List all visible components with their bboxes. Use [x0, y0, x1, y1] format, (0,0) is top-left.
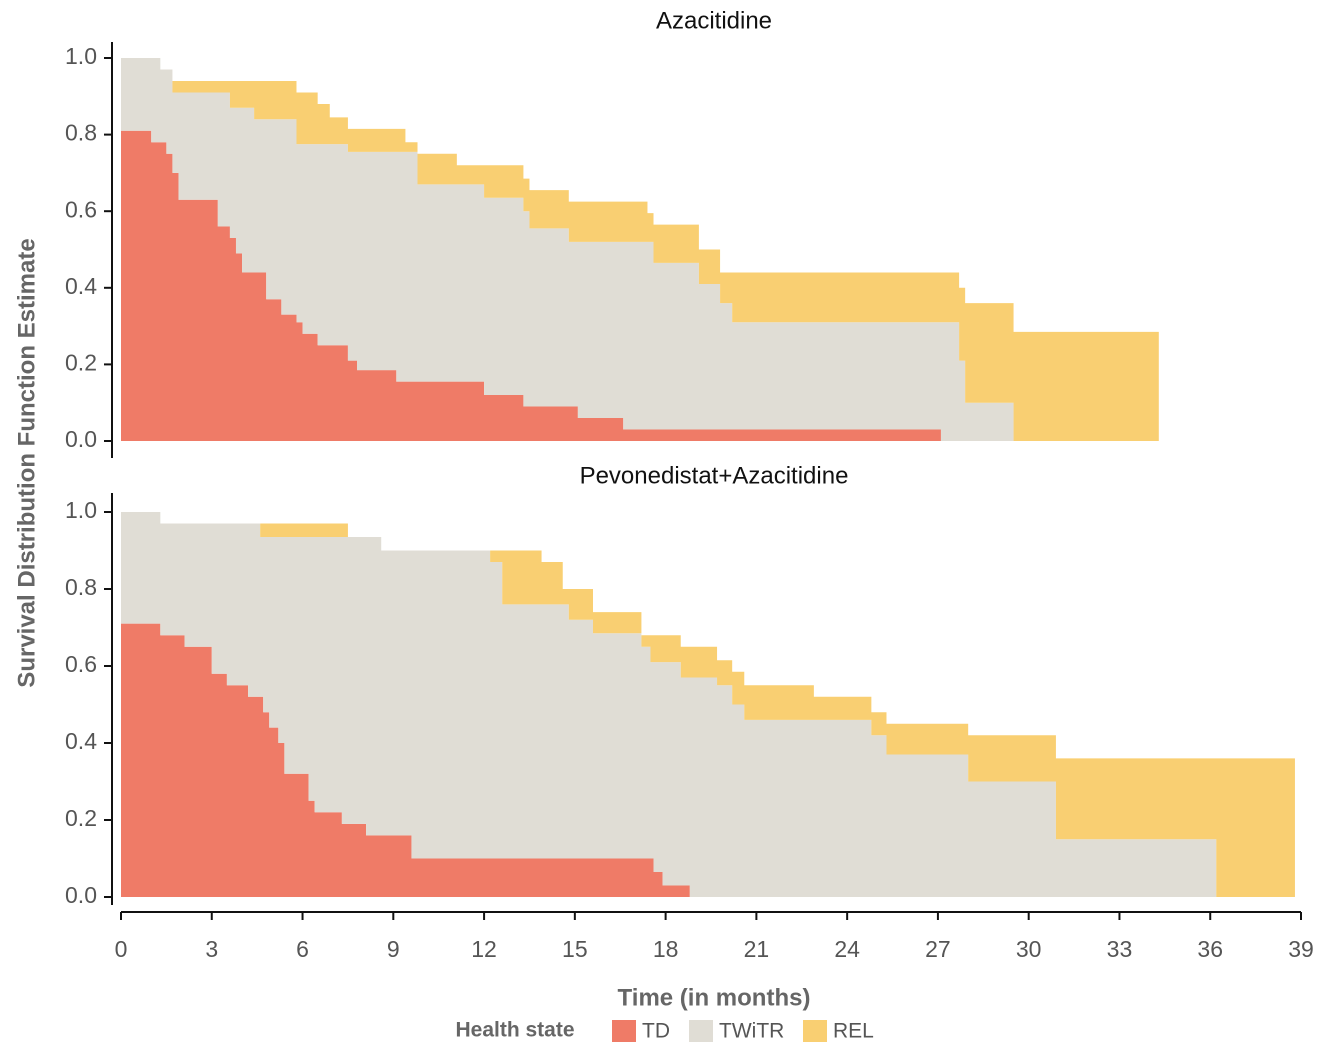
- area-twitr: [121, 58, 1159, 441]
- legend-swatch: [803, 1020, 827, 1042]
- y-tick-label: 0.0: [65, 426, 97, 452]
- x-tick-label: 18: [653, 936, 679, 962]
- x-tick-label: 15: [562, 936, 588, 962]
- y-tick-label: 0.6: [65, 651, 97, 677]
- x-tick-label: 12: [471, 936, 497, 962]
- x-tick-label: 36: [1197, 936, 1223, 962]
- x-tick-label: 9: [387, 936, 400, 962]
- y-tick-label: 0.8: [65, 574, 97, 600]
- y-axis-label: Survival Distribution Function Estimate: [13, 238, 40, 687]
- y-tick-label: 0.2: [65, 805, 97, 831]
- x-tick-label: 6: [296, 936, 309, 962]
- area-td: [121, 130, 1159, 441]
- x-tick-label: 3: [205, 936, 218, 962]
- y-tick-label: 1.0: [65, 497, 97, 523]
- y-tick-label: 1.0: [65, 43, 97, 69]
- x-tick-label: 30: [1016, 936, 1042, 962]
- legend-swatch: [689, 1020, 713, 1042]
- legend-swatch: [612, 1020, 636, 1042]
- legend-label: TWiTR: [719, 1020, 784, 1043]
- x-axis-label: Time (in months): [618, 984, 811, 1011]
- panel-title: Azacitidine: [656, 7, 772, 34]
- y-tick-label: 0.6: [65, 196, 97, 222]
- x-tick-label: 21: [744, 936, 770, 962]
- area-twitr: [121, 512, 1295, 897]
- legend-title: Health state: [455, 1019, 574, 1042]
- y-tick-label: 0.4: [65, 273, 97, 299]
- area-td: [121, 623, 1295, 897]
- area-rel: [121, 58, 1159, 441]
- panel-title: Pevonedistat+Azacitidine: [580, 462, 849, 489]
- y-tick-label: 0.2: [65, 349, 97, 375]
- y-tick-label: 0.4: [65, 728, 97, 754]
- x-tick-label: 0: [115, 936, 128, 962]
- x-tick-label: 39: [1288, 936, 1314, 962]
- legend-label: REL: [833, 1020, 874, 1043]
- x-tick-label: 27: [925, 936, 951, 962]
- y-tick-label: 0.8: [65, 120, 97, 146]
- legend-label: TD: [642, 1020, 670, 1043]
- x-tick-label: 33: [1107, 936, 1133, 962]
- x-tick-label: 24: [834, 936, 860, 962]
- y-tick-label: 0.0: [65, 882, 97, 908]
